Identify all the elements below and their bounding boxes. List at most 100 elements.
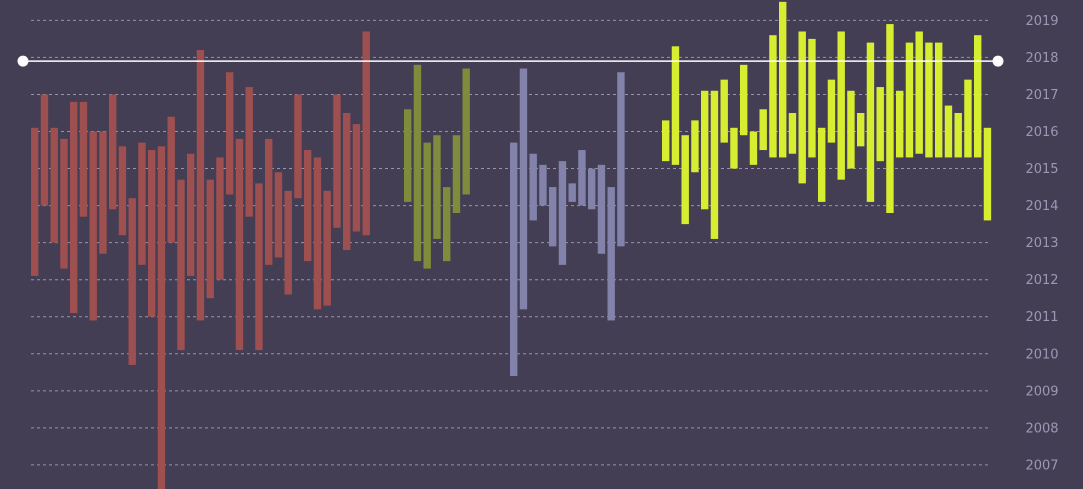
bar-s3-12 [617,72,625,247]
bar-s3-6 [558,161,567,265]
bar-s4-1 [662,120,670,162]
bar-s1-5 [70,101,78,314]
bar-s4-29 [935,42,943,158]
bar-s2-4 [433,135,441,239]
bar-s1-4 [60,138,68,269]
bar-s1-8 [99,131,107,254]
bar-s3-8 [578,150,586,206]
bar-s4-10 [749,131,758,165]
bar-s1-11 [128,198,136,365]
bar-s1-1 [31,127,39,276]
bar-s4-5 [701,90,709,210]
bar-s4-30 [944,105,953,158]
bar-s3-11 [607,187,615,321]
bar-s4-25 [896,90,904,158]
bar-s4-28 [925,42,933,158]
bar-s2-5 [443,187,451,262]
y-tick-label-2008: 2008 [1025,421,1058,436]
bar-s1-9 [109,94,117,210]
bar-s1-27 [284,190,292,295]
y-tick-label-2012: 2012 [1025,273,1058,288]
y-tick-label-2017: 2017 [1025,88,1058,103]
bar-s1-29 [304,150,312,262]
bar-s4-9 [740,64,748,136]
bar-s4-15 [798,31,806,184]
bar-s3-2 [519,68,528,310]
bar-s1-20 [216,157,224,280]
bar-s4-14 [788,112,797,154]
bar-s4-2 [671,46,680,165]
bar-s4-31 [954,112,962,158]
bar-s1-16 [177,179,185,351]
bar-s3-10 [597,164,606,254]
bar-s3-9 [588,168,596,210]
y-tick-label-2007: 2007 [1025,458,1058,473]
bar-s1-18 [196,50,205,321]
bar-s4-3 [681,135,689,225]
bar-s4-13 [779,1,787,158]
bar-s2-6 [452,135,461,214]
bar-s1-28 [294,94,302,199]
bar-s4-34 [983,127,992,221]
bar-s4-12 [769,35,777,158]
bars [31,1,992,489]
bar-s4-16 [808,38,816,158]
bar-s1-12 [138,142,146,265]
series-2 [404,64,470,269]
bar-s1-35 [362,31,370,236]
bar-s1-31 [323,190,331,306]
y-tick-label-2013: 2013 [1025,236,1058,251]
bar-s1-17 [187,153,195,276]
bar-s1-19 [206,179,214,299]
bar-s2-1 [404,109,412,202]
bar-s1-3 [50,127,58,243]
bar-s1-14 [157,146,166,489]
y-tick-label-2014: 2014 [1025,199,1058,214]
bar-s1-21 [226,72,234,195]
bar-s1-34 [352,124,361,232]
y-tick-label-2011: 2011 [1025,310,1058,325]
bar-s4-4 [691,120,699,173]
bar-s4-8 [730,127,738,169]
bar-s3-5 [549,187,557,247]
reference-line-right-handle[interactable] [992,55,1004,67]
bar-s3-7 [568,183,576,202]
y-tick-label-2016: 2016 [1025,125,1058,140]
bar-s4-22 [866,42,875,202]
bar-s4-26 [905,42,914,158]
bar-s1-26 [274,172,283,258]
series-1 [31,31,370,489]
bar-s1-13 [148,150,156,317]
bar-s1-10 [118,146,127,236]
bar-s4-11 [759,109,767,151]
bar-s1-7 [89,131,97,321]
y-tick-label-2019: 2019 [1025,14,1058,29]
bar-s4-19 [837,31,845,180]
y-tick-label-2015: 2015 [1025,162,1058,177]
y-tick-label-2010: 2010 [1025,347,1058,362]
reference-line-left-handle[interactable] [17,55,29,67]
y-axis: 2019 2018 2017 2016 2015 2014 2013 2012 2011 2010… [1025,14,1058,474]
bar-s1-32 [333,94,341,228]
bar-s3-4 [539,164,547,206]
bar-s4-24 [886,24,894,214]
bar-s1-2 [40,94,49,206]
bar-s1-6 [79,101,88,217]
bar-s3-3 [529,153,537,221]
bar-s4-20 [847,90,855,169]
series-4 [662,1,992,239]
bar-s4-17 [818,127,826,202]
bar-s4-18 [827,79,836,143]
reference-line[interactable] [17,55,1004,67]
bar-s4-33 [974,35,982,158]
bar-s1-30 [313,157,322,310]
bar-s1-33 [343,112,351,251]
bar-s3-1 [510,142,518,377]
bar-s1-25 [265,138,273,265]
y-tick-label-2018: 2018 [1025,51,1058,66]
bar-s4-27 [915,31,923,154]
bar-s2-2 [413,64,422,262]
bar-s1-24 [255,183,263,351]
series-3 [510,68,625,377]
